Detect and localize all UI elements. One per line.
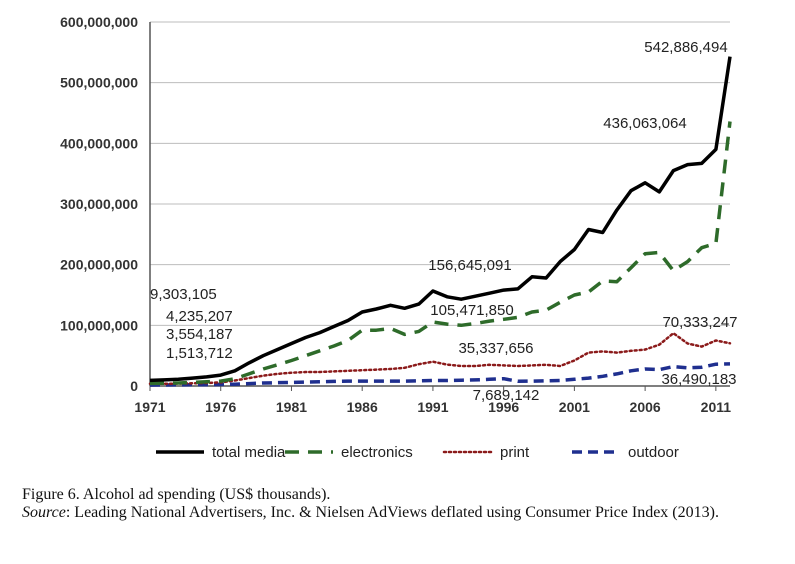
data-label: 36,490,183 (661, 371, 736, 388)
data-label: 35,337,656 (458, 340, 533, 357)
x-tick-label: 2001 (559, 399, 590, 415)
y-tick-label: 200,000,000 (60, 257, 138, 273)
data-label: 105,471,850 (430, 302, 513, 319)
data-label: 436,063,064 (603, 115, 686, 132)
source-text: : Leading National Advertisers, Inc. & N… (65, 504, 719, 521)
x-tick-label: 2011 (701, 399, 732, 415)
figure-caption: Figure 6. Alcohol ad spending (US$ thous… (22, 486, 782, 522)
x-tick-label: 1976 (205, 399, 236, 415)
y-tick-label: 500,000,000 (60, 75, 138, 91)
figure-source: Source: Leading National Advertisers, In… (22, 504, 782, 522)
legend-label-electronics: electronics (341, 444, 413, 461)
legend-label-total-media: total media (212, 444, 286, 461)
series-line-print (148, 331, 732, 386)
y-tick-label: 600,000,000 (60, 14, 138, 30)
x-tick-label: 2006 (630, 399, 661, 415)
y-tick-label: 0 (130, 378, 138, 394)
series-line-outdoor (149, 362, 731, 387)
data-label: 542,886,494 (644, 39, 727, 56)
data-label: 4,235,207 (166, 308, 233, 325)
legend-label-outdoor: outdoor (628, 444, 679, 461)
series-line-electronics (149, 121, 732, 386)
x-tick-label: 1986 (347, 399, 378, 415)
data-label: 156,645,091 (428, 257, 511, 274)
data-label: 9,303,105 (150, 286, 217, 303)
x-tick-label: 1991 (417, 399, 448, 415)
data-label: 7,689,142 (473, 387, 540, 404)
figure-title: Figure 6. Alcohol ad spending (US$ thous… (22, 486, 331, 503)
legend-label-print: print (500, 444, 530, 461)
y-tick-label: 100,000,000 (60, 317, 138, 333)
source-label: Source (22, 504, 66, 521)
series-line-total-media (149, 56, 732, 383)
data-label: 1,513,712 (166, 345, 233, 362)
x-tick-label: 1971 (134, 399, 165, 415)
y-tick-label: 400,000,000 (60, 135, 138, 151)
y-tick-label: 300,000,000 (60, 196, 138, 212)
data-label: 3,554,187 (166, 326, 233, 343)
x-tick-label: 1996 (488, 399, 519, 415)
data-label: 70,333,247 (662, 314, 737, 331)
x-tick-label: 1981 (276, 399, 307, 415)
line-chart: 0 100,000,000 200,000,000 300,000,000 400,00… (60, 14, 737, 461)
